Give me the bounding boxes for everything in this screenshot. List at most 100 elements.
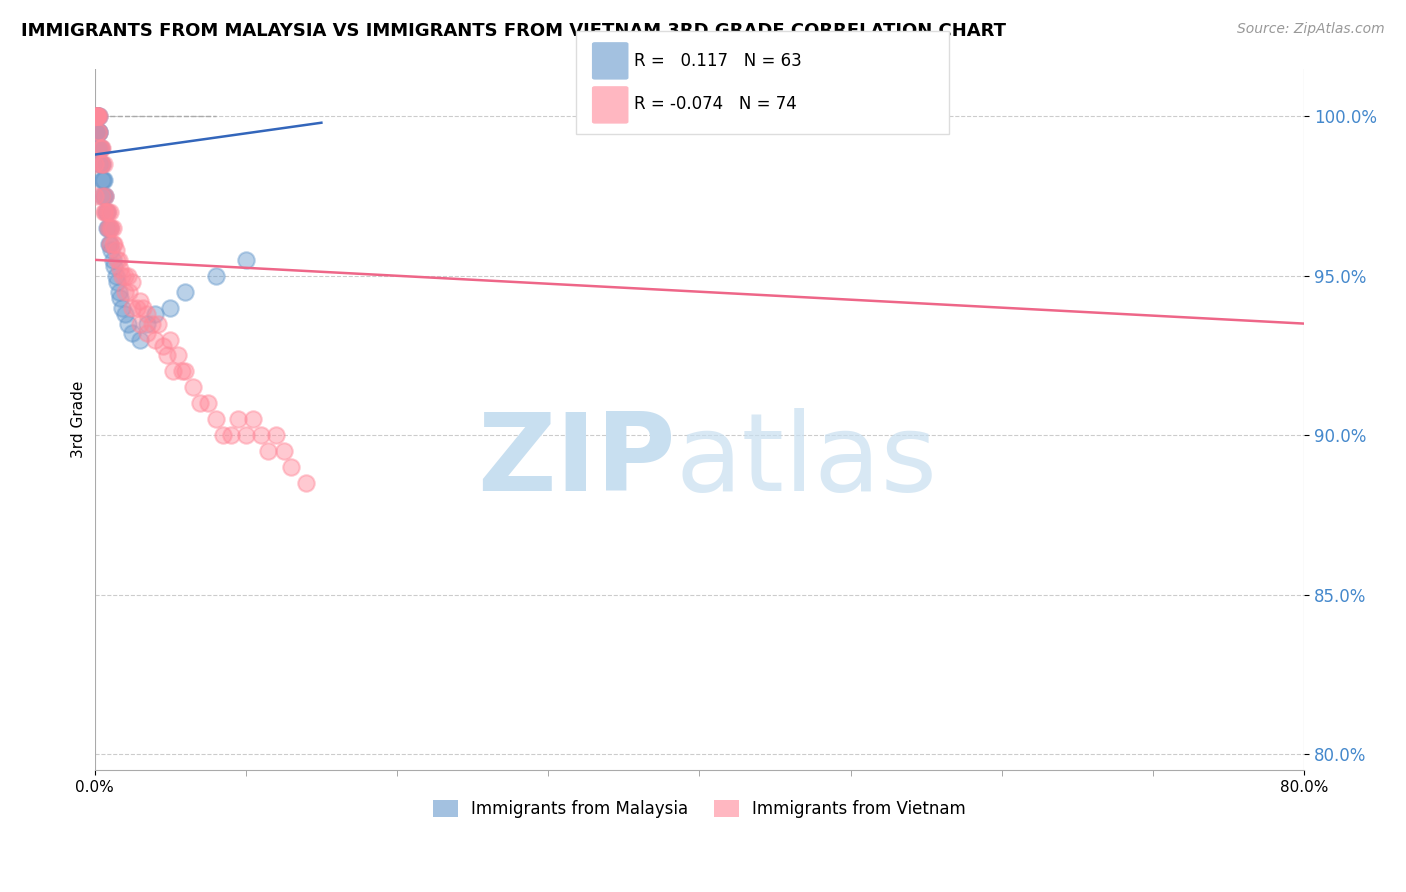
Point <box>197 396 219 410</box>
Point <box>98 236 121 251</box>
Point <box>235 428 257 442</box>
Point <box>250 428 273 442</box>
Point <box>100 221 122 235</box>
Point <box>98 205 121 219</box>
Point <box>91 141 114 155</box>
Point <box>84 109 107 123</box>
Point <box>84 109 107 123</box>
Point <box>181 380 204 394</box>
Point <box>91 189 114 203</box>
Point <box>84 157 107 171</box>
Text: R =   0.117   N = 63: R = 0.117 N = 63 <box>634 52 801 70</box>
Point <box>121 326 143 341</box>
Point <box>117 268 139 283</box>
Point <box>105 252 128 267</box>
Point <box>129 294 152 309</box>
Point <box>105 275 128 289</box>
Point <box>84 189 107 203</box>
Point <box>159 301 181 315</box>
Point <box>96 221 118 235</box>
Text: Source: ZipAtlas.com: Source: ZipAtlas.com <box>1237 22 1385 37</box>
Point <box>96 205 118 219</box>
Point <box>172 364 194 378</box>
Point <box>93 173 115 187</box>
Point <box>104 268 127 283</box>
Point <box>152 339 174 353</box>
Point <box>84 109 107 123</box>
Point <box>107 285 129 299</box>
Point <box>280 460 302 475</box>
Point <box>86 125 108 139</box>
Point <box>90 141 112 155</box>
Point <box>91 157 114 171</box>
Point <box>242 412 264 426</box>
Point <box>93 189 115 203</box>
Point <box>125 301 148 315</box>
Point <box>111 268 134 283</box>
Point <box>87 109 110 123</box>
Point <box>136 317 159 331</box>
Point <box>84 109 107 123</box>
Point <box>121 301 143 315</box>
Legend: Immigrants from Malaysia, Immigrants from Vietnam: Immigrants from Malaysia, Immigrants fro… <box>426 793 973 825</box>
Point <box>84 109 107 123</box>
Point <box>98 221 121 235</box>
Point <box>87 125 110 139</box>
Point <box>86 141 108 155</box>
Point <box>86 125 108 139</box>
Point <box>94 205 117 219</box>
Point <box>204 412 226 426</box>
Point <box>174 364 197 378</box>
Point <box>86 109 108 123</box>
Point <box>118 285 141 299</box>
Point <box>98 236 121 251</box>
Point <box>86 109 108 123</box>
Point <box>86 141 108 155</box>
Point <box>143 307 166 321</box>
Point <box>91 173 114 187</box>
Point <box>86 109 108 123</box>
Point <box>107 252 129 267</box>
Point <box>143 333 166 347</box>
Point <box>87 141 110 155</box>
Point <box>87 125 110 139</box>
Point <box>273 444 295 458</box>
Point <box>136 326 159 341</box>
Point <box>84 109 107 123</box>
Point <box>132 301 155 315</box>
Point <box>156 349 179 363</box>
Point <box>93 157 115 171</box>
Point <box>97 221 120 235</box>
Point <box>87 141 110 155</box>
Point <box>97 221 120 235</box>
Point <box>174 285 197 299</box>
Point <box>129 333 152 347</box>
Point <box>90 157 112 171</box>
Point <box>117 317 139 331</box>
Point <box>86 109 108 123</box>
Point <box>101 236 124 251</box>
Point <box>110 291 132 305</box>
Point <box>90 157 112 171</box>
Point <box>86 109 108 123</box>
Point <box>87 125 110 139</box>
Point <box>257 444 280 458</box>
Point <box>219 428 242 442</box>
Point <box>89 141 111 155</box>
Point <box>91 173 114 187</box>
Point <box>84 109 107 123</box>
Point <box>84 109 107 123</box>
Point <box>114 307 136 321</box>
Point <box>141 317 163 331</box>
Point <box>90 157 112 171</box>
Text: ZIP: ZIP <box>477 409 675 515</box>
Point <box>129 317 152 331</box>
Point <box>87 141 110 155</box>
Point <box>111 301 134 315</box>
Point <box>166 349 188 363</box>
Point <box>86 109 108 123</box>
Point <box>101 252 124 267</box>
Point <box>101 221 124 235</box>
Point <box>86 109 108 123</box>
Point <box>87 125 110 139</box>
